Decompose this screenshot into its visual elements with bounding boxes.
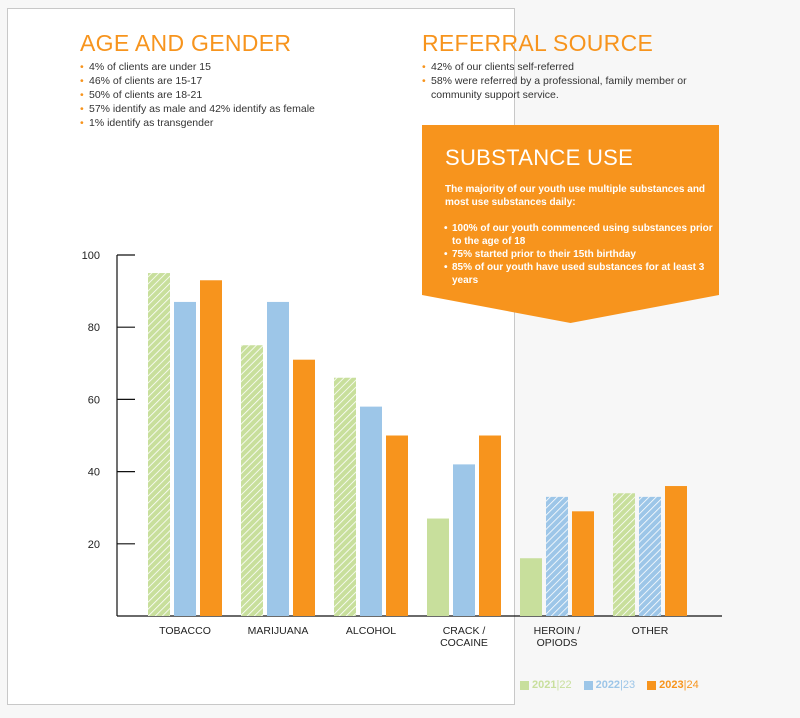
legend-item-2023-24: 2023 |24 — [647, 679, 699, 691]
x-category-label: MARIJUANA — [248, 625, 309, 637]
age-gender-list: 4% of clients are under 15 46% of client… — [80, 60, 410, 130]
substance-use-callout: SUBSTANCE USE The majority of our youth … — [422, 125, 719, 323]
x-category-label: CRACK / — [443, 625, 486, 637]
legend-item-2021-22: 2021 |22 — [520, 679, 572, 691]
referral-item: 58% were referred by a professional, fam… — [422, 74, 732, 102]
substance-use-item: 75% started prior to their 15th birthday — [444, 248, 714, 261]
legend-label-bold: 2022 — [595, 679, 621, 691]
age-gender-title: AGE AND GENDER — [80, 30, 292, 56]
bars — [148, 273, 687, 616]
bar-marijuana-2021-22 — [241, 345, 263, 616]
bar-crack-cocaine-2021-22 — [427, 518, 449, 616]
legend-swatch — [520, 680, 529, 690]
bar-other-2023-24 — [665, 486, 687, 616]
legend-label-light: |22 — [556, 679, 572, 691]
bar-other-2022-23 — [639, 496, 661, 616]
x-category-label: OPIODS — [537, 637, 578, 649]
substance-use-title: SUBSTANCE USE — [445, 145, 634, 170]
bar-tobacco-2021-22 — [148, 273, 170, 616]
referral-item: 42% of our clients self-referred — [422, 60, 732, 74]
x-category-label: TOBACCO — [159, 625, 211, 637]
bar-alcohol-2021-22 — [334, 377, 356, 616]
substance-use-list: 100% of our youth commenced using substa… — [444, 222, 714, 287]
bar-crack-cocaine-2022-23 — [453, 464, 475, 616]
x-category-label: COCAINE — [440, 637, 488, 649]
y-tick-label: 80 — [88, 322, 100, 334]
x-category-label: OTHER — [632, 625, 669, 637]
y-tick-label: 100 — [82, 250, 100, 262]
legend-label-bold: 2021 — [532, 679, 557, 691]
referral-title: REFERRAL SOURCE — [422, 30, 654, 56]
substance-use-item: 100% of our youth commenced using substa… — [444, 222, 714, 248]
age-gender-item: 4% of clients are under 15 — [80, 60, 410, 74]
chart-legend: 2021 |22 2022 |23 2023 |24 — [520, 679, 711, 691]
legend-item-2022-23: 2022 |23 — [583, 679, 636, 691]
legend-swatch — [583, 680, 593, 690]
referral-list: 42% of our clients self-referred 58% wer… — [422, 60, 732, 102]
bar-heroin-opiods-2021-22 — [520, 558, 542, 616]
bar-alcohol-2023-24 — [386, 435, 408, 616]
x-category-label: ALCOHOL — [346, 625, 396, 637]
bar-heroin-opiods-2023-24 — [572, 511, 594, 616]
bar-tobacco-2023-24 — [200, 280, 222, 616]
legend-swatch — [647, 680, 657, 690]
bar-tobacco-2022-23 — [174, 301, 196, 616]
substance-use-item: 85% of our youth have used substances fo… — [444, 261, 714, 287]
bar-other-2021-22 — [613, 493, 635, 616]
bar-heroin-opiods-2022-23 — [546, 496, 568, 616]
bar-crack-cocaine-2023-24 — [479, 435, 501, 616]
category-labels: TOBACCO MARIJUANA ALCOHOL CRACK /COCAINE HER… — [159, 625, 669, 649]
age-gender-item: 50% of clients are 18-21 — [80, 88, 410, 102]
age-gender-item: 57% identify as male and 42% identify as… — [80, 102, 410, 116]
age-gender-item: 1% identify as transgender — [80, 116, 410, 130]
bar-marijuana-2022-23 — [267, 301, 289, 616]
y-tick-label: 60 — [88, 394, 100, 406]
legend-label-bold: 2023 — [659, 679, 684, 691]
legend-label-light: |23 — [620, 679, 636, 691]
bar-alcohol-2022-23 — [360, 406, 382, 616]
substance-use-intro: The majority of our youth use multiple s… — [445, 184, 706, 208]
legend-label-light: |24 — [683, 679, 699, 691]
bar-marijuana-2023-24 — [293, 359, 315, 616]
age-gender-item: 46% of clients are 15-17 — [80, 74, 410, 88]
y-tick-label: 20 — [88, 539, 100, 551]
y-tick-label: 40 — [88, 467, 100, 479]
x-category-label: HEROIN / — [534, 625, 581, 637]
